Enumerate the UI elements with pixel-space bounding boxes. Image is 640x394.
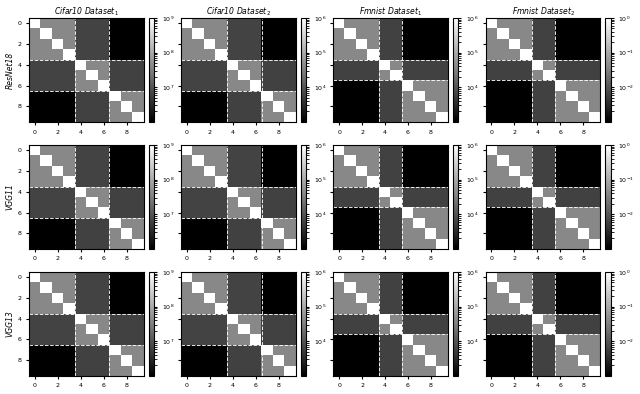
Title: Cifar10 Dataset$_1$: Cifar10 Dataset$_1$ <box>54 6 119 18</box>
Title: Fmnist Dataset$_2$: Fmnist Dataset$_2$ <box>511 6 575 18</box>
Title: Cifar10 Dataset$_2$: Cifar10 Dataset$_2$ <box>206 6 271 18</box>
Y-axis label: VGG13: VGG13 <box>6 310 15 337</box>
Y-axis label: VGG11: VGG11 <box>6 184 15 210</box>
Y-axis label: ResNet18: ResNet18 <box>6 51 15 89</box>
Title: Fmnist Dataset$_1$: Fmnist Dataset$_1$ <box>359 6 422 18</box>
